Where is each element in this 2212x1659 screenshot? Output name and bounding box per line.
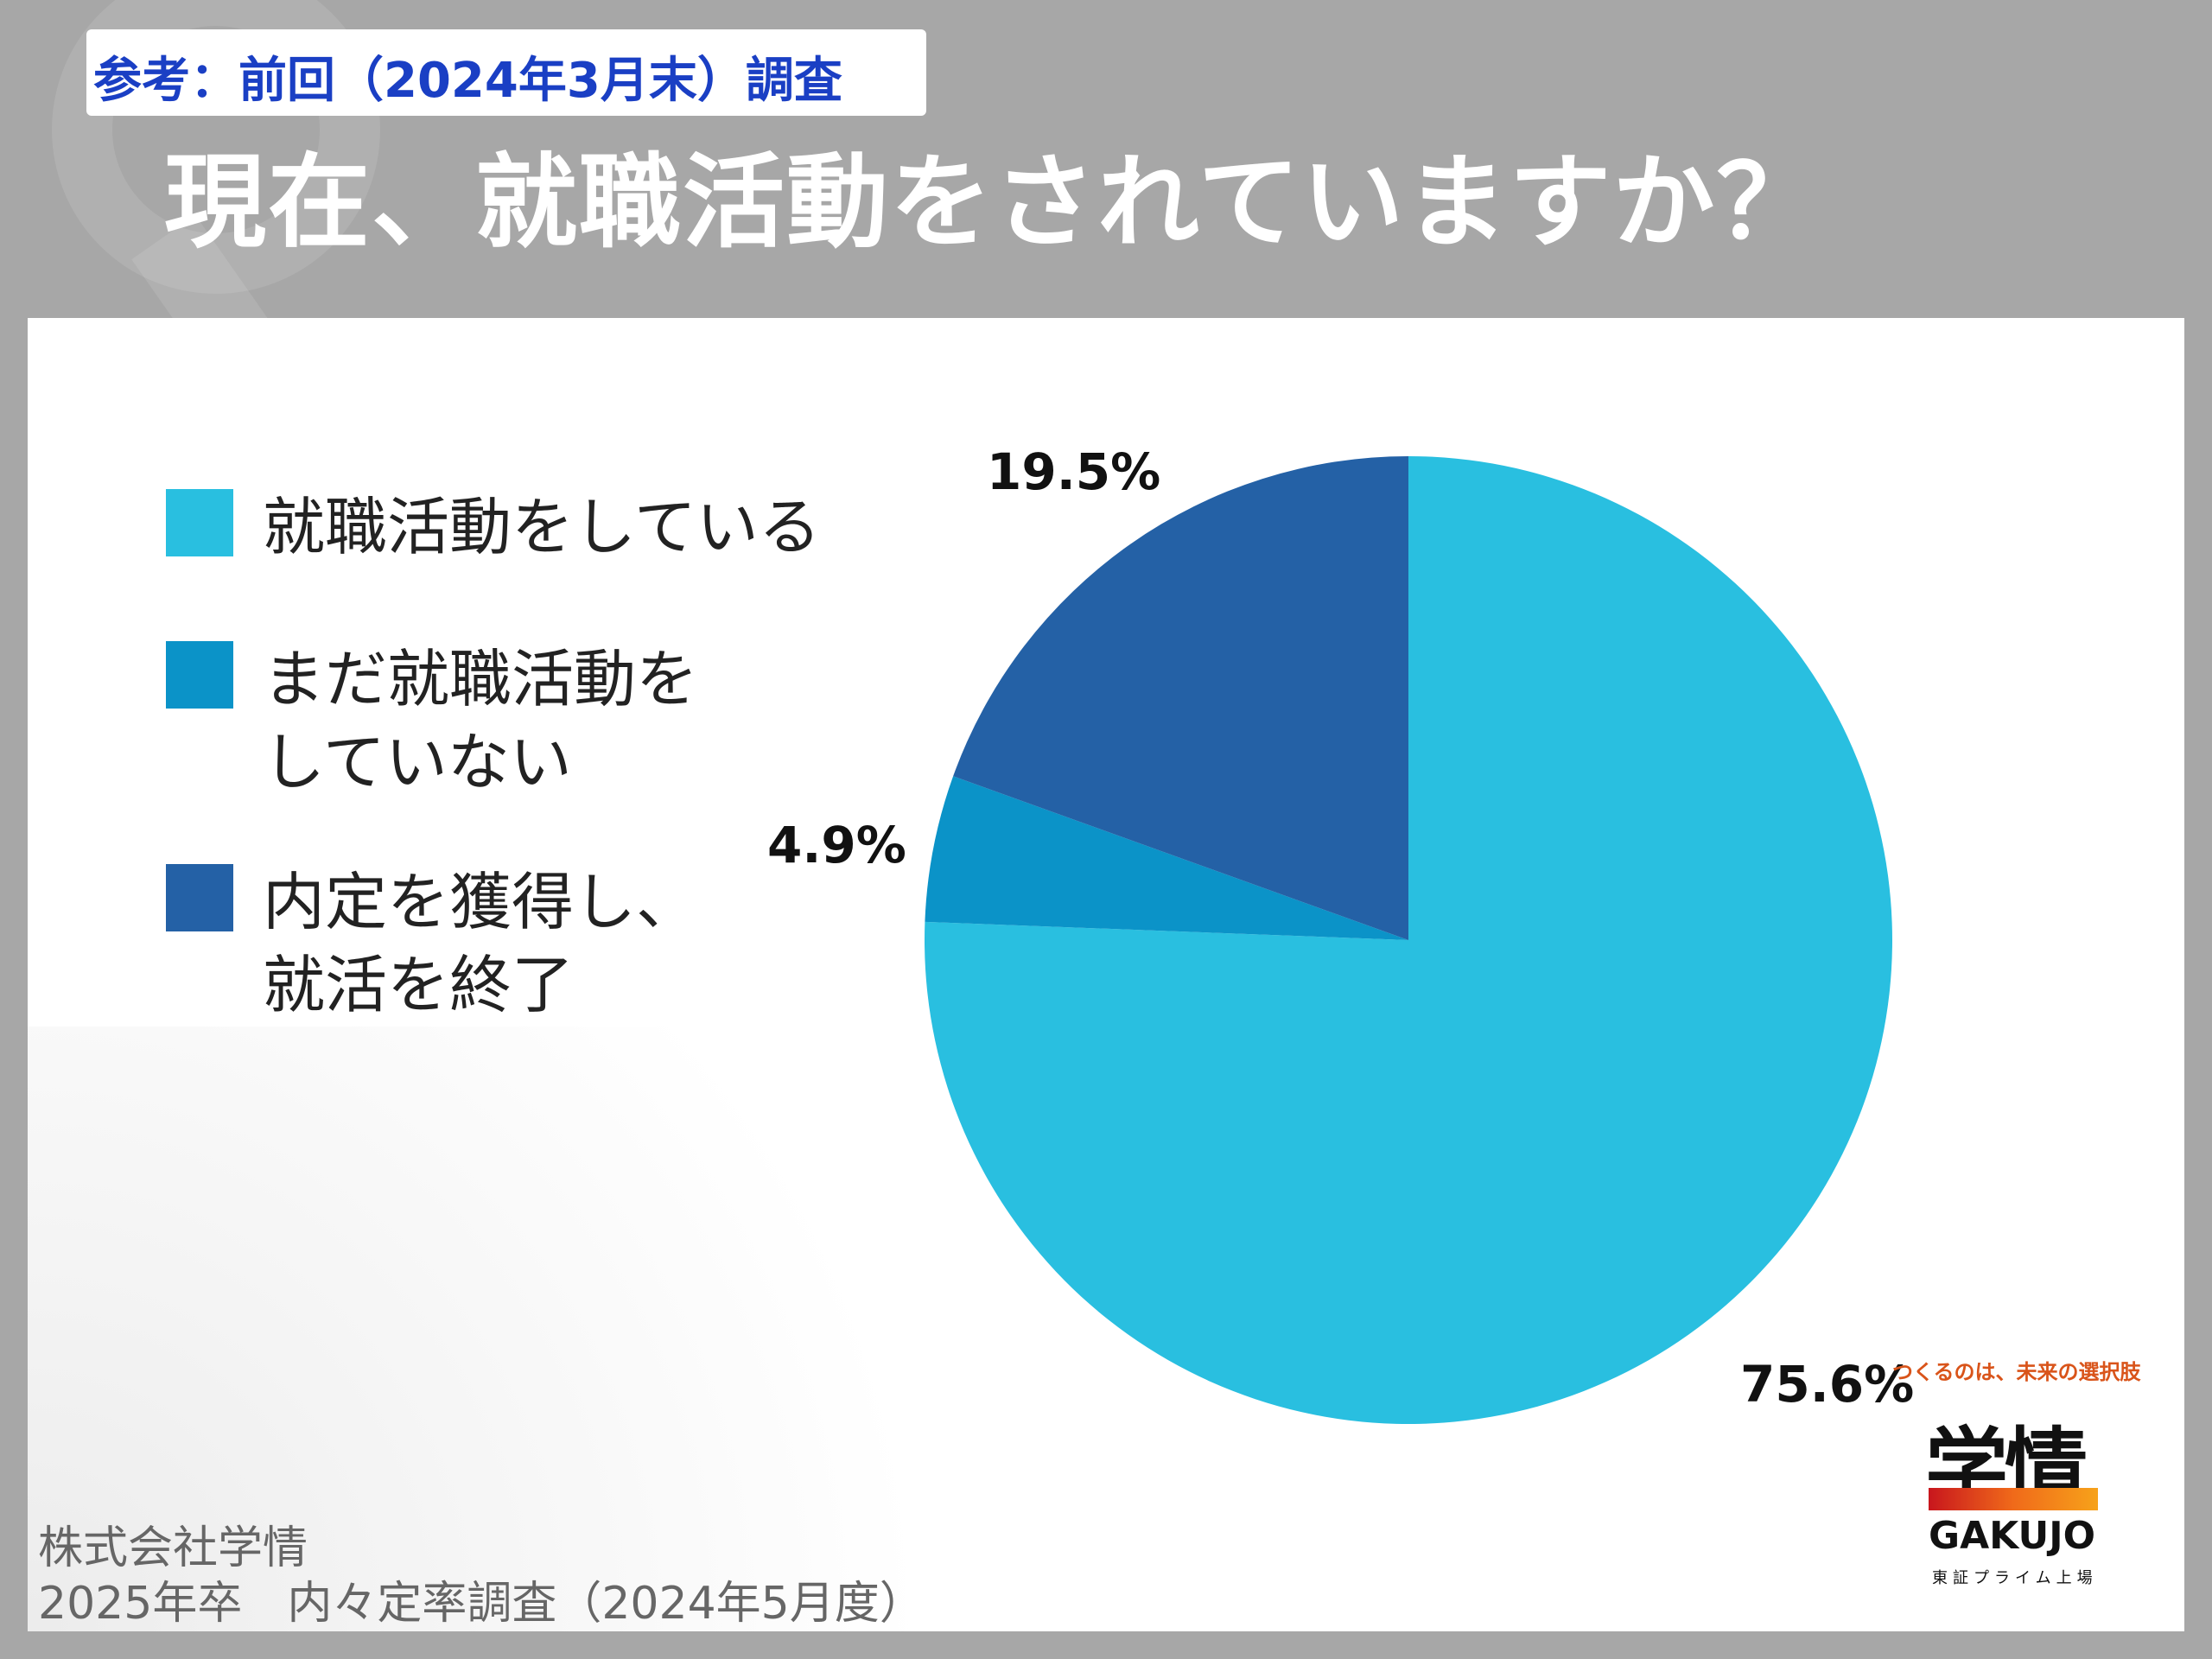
legend-label-active: 就職活動をしている [263,491,821,563]
reference-tag: 参考：前回（2024年3月末）調査 [86,29,926,116]
data-label-finished: 19.5% [987,442,1161,501]
pie-slice-not-started [925,776,1408,940]
data-label-not-started: 4.9% [767,816,906,874]
footer-source: 株式会社学情 2025年卒 内々定率調査（2024年5月度） [38,1521,925,1631]
pie-slice-finished [953,456,1408,940]
logo-slogan: つくるのは、未来の選択肢 [1892,1360,2141,1384]
legend-label-not-started: まだ就職活動を していない [263,643,699,798]
page-title: 現在、就職活動をされていますか？ [164,143,1821,262]
legend-label-finished: 内定を獲得し、 就活を終了 [263,866,699,1021]
footer-company: 株式会社学情 [38,1522,308,1574]
data-label-active: 75.6% [1740,1355,1915,1414]
logo-gradient-bar [1929,1488,2098,1510]
footer-survey: 2025年卒 内々定率調査（2024年5月度） [38,1578,925,1630]
legend-swatch-not-started [166,641,233,709]
logo-name-en: GAKUJO [1929,1514,2095,1558]
reference-label: 参考：前回（2024年3月末）調査 [93,53,842,109]
pie-slice-active [925,456,1893,1424]
legend-swatch-finished [166,864,233,931]
legend-swatch-active [166,489,233,556]
logo-listing: 東証プライム上場 [1932,1569,2098,1587]
